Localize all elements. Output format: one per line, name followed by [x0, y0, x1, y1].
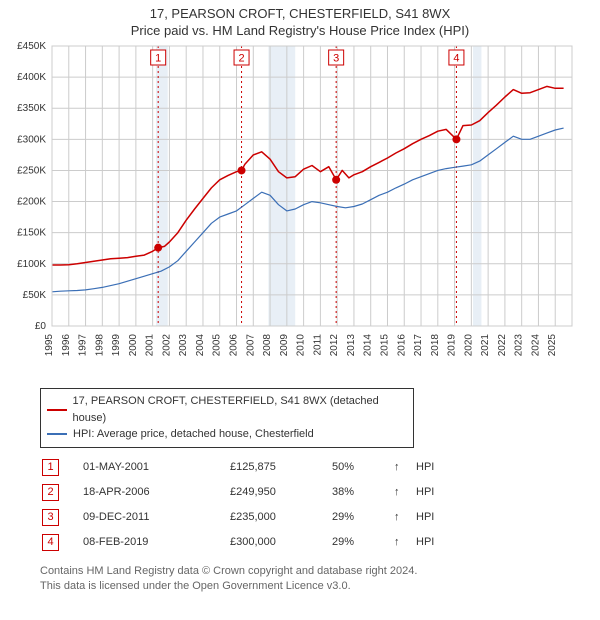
sale-marker-number: 2	[238, 53, 244, 65]
recession-band	[268, 46, 295, 326]
x-tick-label: 2011	[312, 334, 323, 356]
y-tick-label: £450K	[17, 42, 46, 52]
footer-attribution: Contains HM Land Registry data © Crown c…	[40, 564, 590, 595]
x-tick-label: 2005	[212, 334, 223, 357]
sale-pct: 29%	[332, 531, 392, 554]
chart-subtitle: Price paid vs. HM Land Registry's House …	[10, 23, 590, 38]
x-tick-label: 2022	[497, 334, 508, 357]
y-tick-label: £100K	[17, 259, 46, 270]
legend-swatch	[47, 433, 67, 435]
y-tick-label: £200K	[17, 197, 46, 208]
property-line	[52, 86, 564, 265]
up-arrow-icon: ↑	[394, 456, 414, 479]
legend-label: HPI: Average price, detached house, Ches…	[73, 426, 314, 443]
sale-marker-number: 3	[333, 53, 339, 65]
y-tick-label: £50K	[23, 290, 47, 301]
x-tick-label: 2010	[296, 334, 307, 357]
recession-band	[473, 46, 481, 326]
x-tick-label: 2002	[161, 334, 172, 357]
sale-price: £300,000	[230, 531, 330, 554]
x-tick-label: 2012	[329, 334, 340, 357]
sale-price: £235,000	[230, 506, 330, 529]
x-tick-label: 1999	[111, 334, 122, 357]
x-tick-label: 2014	[363, 334, 374, 357]
x-tick-label: 2003	[178, 334, 189, 357]
sale-index-box: 3	[42, 509, 59, 526]
up-arrow-icon: ↑	[394, 506, 414, 529]
table-row: 4 08-FEB-2019£300,00029%↑HPI	[42, 531, 434, 554]
x-tick-label: 2018	[430, 334, 441, 357]
hpi-line	[52, 128, 564, 292]
x-tick-label: 1995	[44, 334, 55, 357]
x-tick-label: 1998	[94, 334, 105, 357]
sale-price: £249,950	[230, 481, 330, 504]
x-tick-label: 2009	[279, 334, 290, 357]
legend-swatch	[47, 409, 67, 411]
y-tick-label: £0	[35, 321, 47, 332]
sale-date: 01-MAY-2001	[83, 456, 228, 479]
legend-label: 17, PEARSON CROFT, CHESTERFIELD, S41 8WX…	[73, 393, 408, 426]
x-tick-label: 2001	[145, 334, 156, 357]
x-tick-label: 1996	[61, 334, 72, 357]
x-tick-label: 2007	[245, 334, 256, 357]
x-tick-label: 2019	[447, 334, 458, 357]
sale-suffix: HPI	[416, 531, 434, 554]
legend-item: 17, PEARSON CROFT, CHESTERFIELD, S41 8WX…	[47, 393, 407, 426]
price-chart: £0 £50K £100K £150K £200K £250K £300K £350K £400…	[10, 42, 584, 382]
legend-item: HPI: Average price, detached house, Ches…	[47, 426, 407, 443]
x-tick-label: 2025	[547, 334, 558, 357]
sale-dot	[154, 244, 162, 252]
x-tick-label: 2004	[195, 334, 206, 357]
x-tick-label: 2020	[463, 334, 474, 357]
sale-index-box: 2	[42, 484, 59, 501]
sale-dot	[452, 135, 460, 143]
sale-date: 18-APR-2006	[83, 481, 228, 504]
sale-suffix: HPI	[416, 456, 434, 479]
sale-marker-number: 4	[453, 53, 459, 65]
sale-suffix: HPI	[416, 506, 434, 529]
y-tick-label: £350K	[17, 103, 46, 114]
footer-line-2: This data is licensed under the Open Gov…	[40, 579, 590, 594]
sale-pct: 38%	[332, 481, 392, 504]
sale-suffix: HPI	[416, 481, 434, 504]
up-arrow-icon: ↑	[394, 481, 414, 504]
x-tick-label: 2017	[413, 334, 424, 357]
sale-dot	[238, 166, 246, 174]
x-tick-label: 2000	[128, 334, 139, 357]
x-tick-label: 2006	[229, 334, 240, 357]
x-tick-label: 2013	[346, 334, 357, 357]
footer-line-1: Contains HM Land Registry data © Crown c…	[40, 564, 590, 579]
sale-date: 09-DEC-2011	[83, 506, 228, 529]
x-tick-label: 2023	[514, 334, 525, 357]
y-tick-label: £300K	[17, 134, 46, 145]
plot-border	[52, 46, 572, 326]
x-tick-label: 2015	[379, 334, 390, 357]
x-tick-label: 2016	[396, 334, 407, 357]
sale-marker-number: 1	[155, 53, 161, 65]
sale-dot	[332, 176, 340, 184]
sale-date: 08-FEB-2019	[83, 531, 228, 554]
table-row: 3 09-DEC-2011£235,00029%↑HPI	[42, 506, 434, 529]
sale-index-box: 1	[42, 459, 59, 476]
x-tick-label: 1997	[78, 334, 89, 357]
sale-index-box: 4	[42, 534, 59, 551]
y-tick-label: £400K	[17, 72, 46, 83]
legend: 17, PEARSON CROFT, CHESTERFIELD, S41 8WX…	[40, 388, 414, 448]
sale-price: £125,875	[230, 456, 330, 479]
sale-pct: 50%	[332, 456, 392, 479]
y-tick-label: £150K	[17, 228, 46, 239]
sale-pct: 29%	[332, 506, 392, 529]
up-arrow-icon: ↑	[394, 531, 414, 554]
table-row: 1 01-MAY-2001£125,87550%↑HPI	[42, 456, 434, 479]
table-row: 2 18-APR-2006£249,95038%↑HPI	[42, 481, 434, 504]
x-tick-label: 2024	[530, 334, 541, 357]
x-tick-label: 2008	[262, 334, 273, 357]
chart-title: 17, PEARSON CROFT, CHESTERFIELD, S41 8WX	[10, 6, 590, 21]
x-tick-label: 2021	[480, 334, 491, 357]
sales-table: 101-MAY-2001£125,87550%↑HPI218-APR-2006£…	[40, 454, 436, 556]
y-tick-label: £250K	[17, 165, 46, 176]
